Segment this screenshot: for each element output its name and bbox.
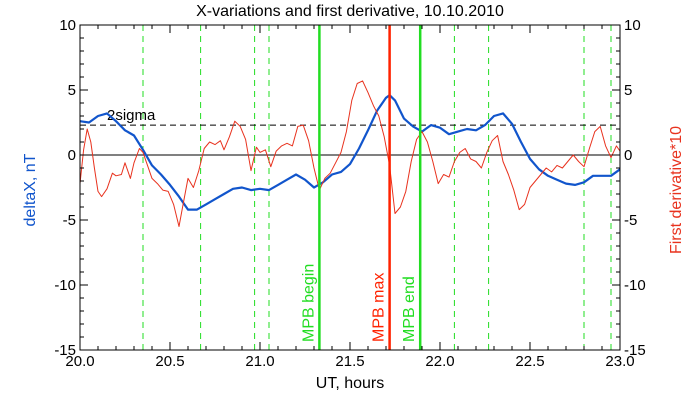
y-tick-label-right-4: 5 [624,82,632,99]
y-tick-label-left-3: 0 [68,147,76,164]
y-tick-label-right-5: 10 [624,17,641,34]
y-tick-label-left-2: -5 [63,212,76,229]
y-tick-label-left-4: 5 [68,82,76,99]
y-tick-label-right-2: -5 [624,212,637,229]
x-tick-label-1: 20.5 [155,353,184,370]
chart-title: X-variations and first derivative, 10.10… [196,3,504,20]
x-axis-title: UT, hours [316,375,384,392]
y-axis-title-left: deltaX, nT [22,153,39,226]
x-tick-label-2: 21.0 [245,353,274,370]
series-line-derivative [79,80,621,227]
plot-area: 2sigma MPB begin MPB max MPB end 20.0 20.5 21.… [54,17,645,370]
threshold-label: 2sigma [107,107,156,124]
marker-label-0: MPB begin [300,264,317,342]
x-tick-label-6: 23.0 [605,353,634,370]
y-tick-label-left-0: -15 [54,342,76,359]
marker-label-2: MPB end [401,276,418,342]
y-axis-title-right: First derivative*10 [668,126,685,254]
series-line-deltaX [79,94,621,211]
marker-label-1: MPB max [371,273,388,342]
x-tick-label-4: 22.0 [425,353,454,370]
y-tick-label-right-1: -10 [624,277,646,294]
y-tick-label-right-3: 0 [624,147,632,164]
x-tick-label-5: 22.5 [515,353,544,370]
y-tick-label-right-0: -15 [624,342,646,359]
y-tick-label-left-5: 10 [59,17,76,34]
x-tick-label-3: 21.5 [335,353,364,370]
x-tick-label-0: 20.0 [65,353,94,370]
y-tick-label-left-1: -10 [54,277,76,294]
